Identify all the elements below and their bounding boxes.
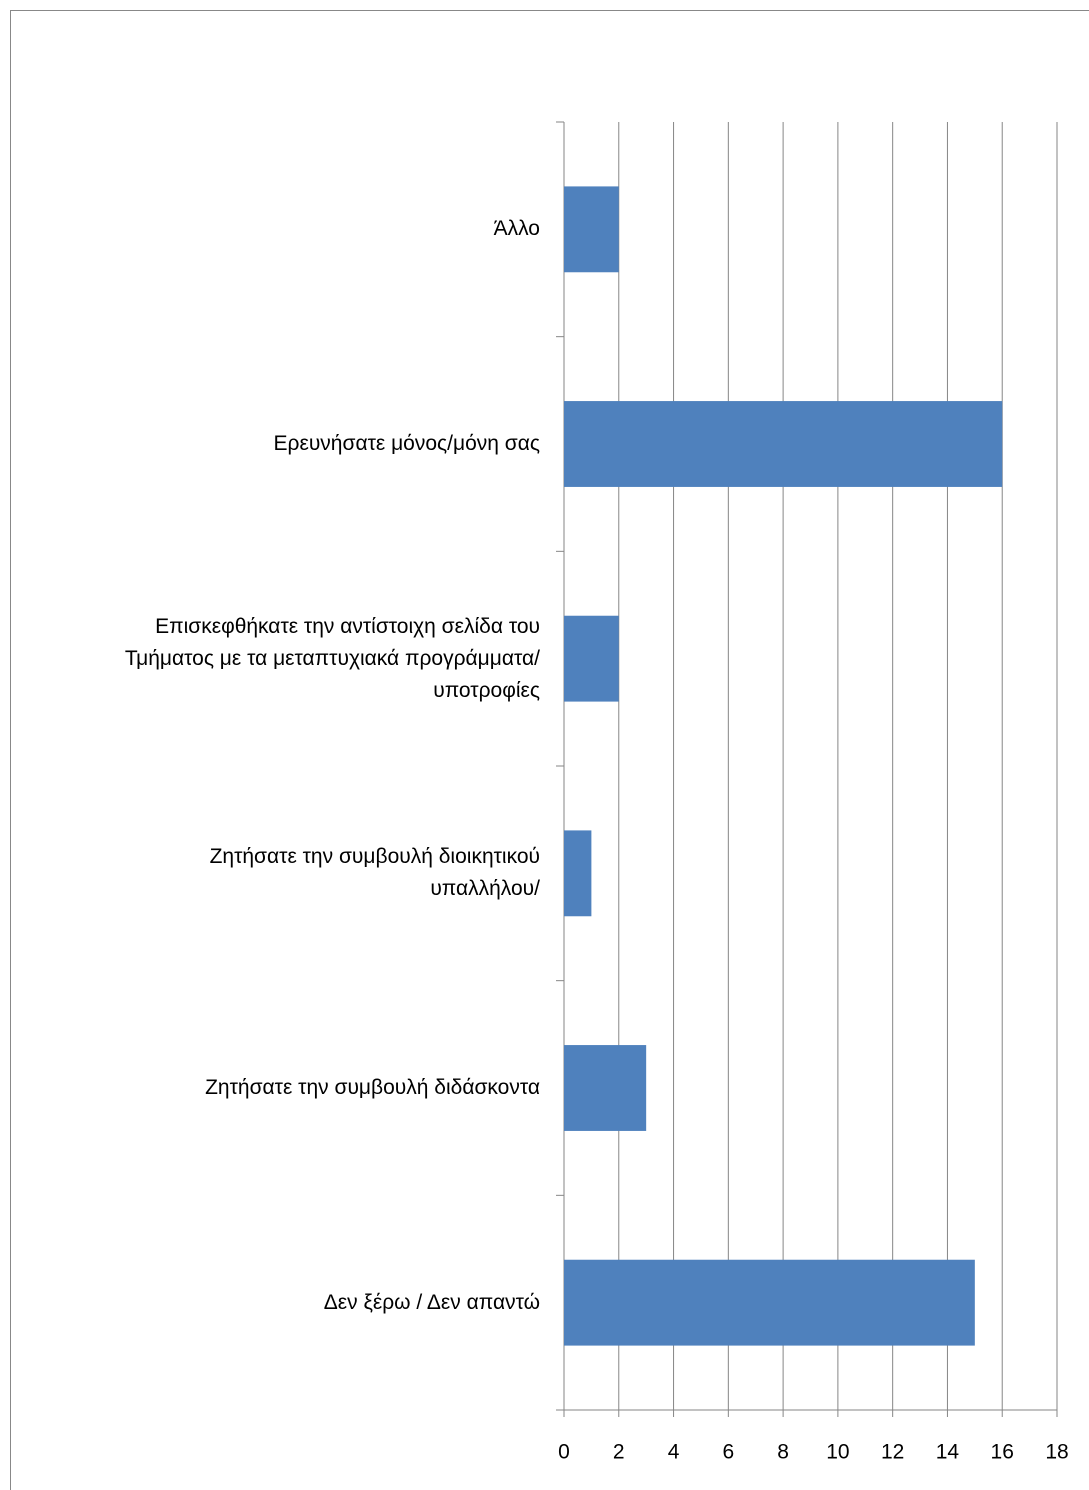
y-tick-label: Άλλο — [493, 217, 540, 241]
y-tick-label: Ζητήσατε την συμβουλή διδάσκοντα — [205, 1076, 540, 1099]
chart-frame — [10, 10, 1089, 1490]
bar — [564, 1045, 647, 1131]
bar — [564, 186, 619, 273]
x-tick-label: 12 — [881, 1441, 904, 1464]
y-tick-label: Ζητήσατε την συμβουλή διοικητικού υπαλλή… — [209, 845, 540, 901]
bar — [564, 830, 592, 917]
y-tick-label: Δεν ξέρω / Δεν απαντώ — [323, 1290, 540, 1314]
x-tick-label: 14 — [936, 1441, 960, 1464]
x-tick-label: 6 — [722, 1441, 734, 1464]
x-tick-label: 0 — [558, 1441, 570, 1464]
x-tick-label: 16 — [991, 1441, 1014, 1464]
bar — [564, 615, 619, 702]
bar — [564, 401, 1003, 487]
x-tick-label: 8 — [777, 1441, 789, 1464]
x-tick-label: 2 — [613, 1441, 625, 1464]
bar — [564, 1259, 975, 1346]
x-tick-label: 10 — [826, 1441, 849, 1464]
y-tick-label: Ερευνήσατε μόνος/μόνη σας — [273, 432, 541, 455]
y-tick-label: Επισκεφθήκατε την αντίστοιχη σελίδα του … — [124, 614, 540, 702]
x-tick-label: 18 — [1045, 1441, 1068, 1464]
x-tick-label: 4 — [668, 1441, 680, 1464]
